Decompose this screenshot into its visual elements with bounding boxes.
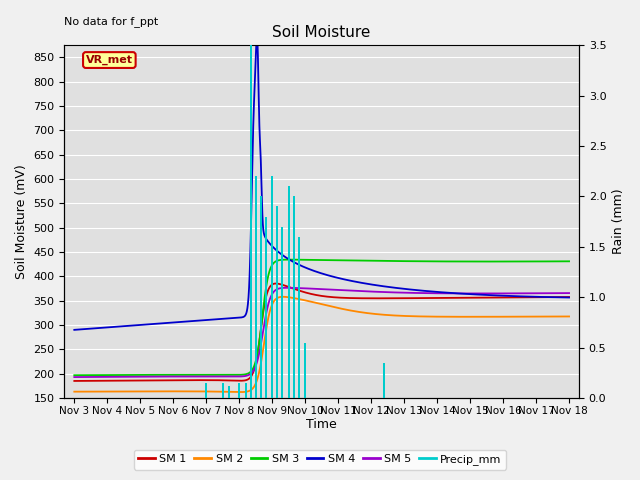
- Text: VR_met: VR_met: [86, 55, 133, 65]
- Bar: [298, 237, 300, 398]
- Bar: [276, 206, 278, 398]
- Y-axis label: Rain (mm): Rain (mm): [612, 189, 625, 254]
- Bar: [228, 386, 230, 398]
- Bar: [292, 196, 294, 398]
- Bar: [271, 176, 273, 398]
- X-axis label: Time: Time: [307, 419, 337, 432]
- Bar: [304, 343, 306, 398]
- Bar: [288, 186, 290, 398]
- Bar: [245, 383, 247, 398]
- Bar: [238, 383, 240, 398]
- Legend: SM 1, SM 2, SM 3, SM 4, SM 5, Precip_mm: SM 1, SM 2, SM 3, SM 4, SM 5, Precip_mm: [134, 450, 506, 469]
- Title: Soil Moisture: Soil Moisture: [273, 25, 371, 40]
- Bar: [205, 383, 207, 398]
- Text: No data for f_ppt: No data for f_ppt: [65, 16, 159, 27]
- Y-axis label: Soil Moisture (mV): Soil Moisture (mV): [15, 164, 28, 279]
- Bar: [260, 196, 262, 398]
- Bar: [221, 383, 224, 398]
- Bar: [383, 363, 385, 398]
- Bar: [281, 227, 283, 398]
- Bar: [250, 45, 252, 398]
- Bar: [264, 216, 267, 398]
- Bar: [255, 176, 257, 398]
